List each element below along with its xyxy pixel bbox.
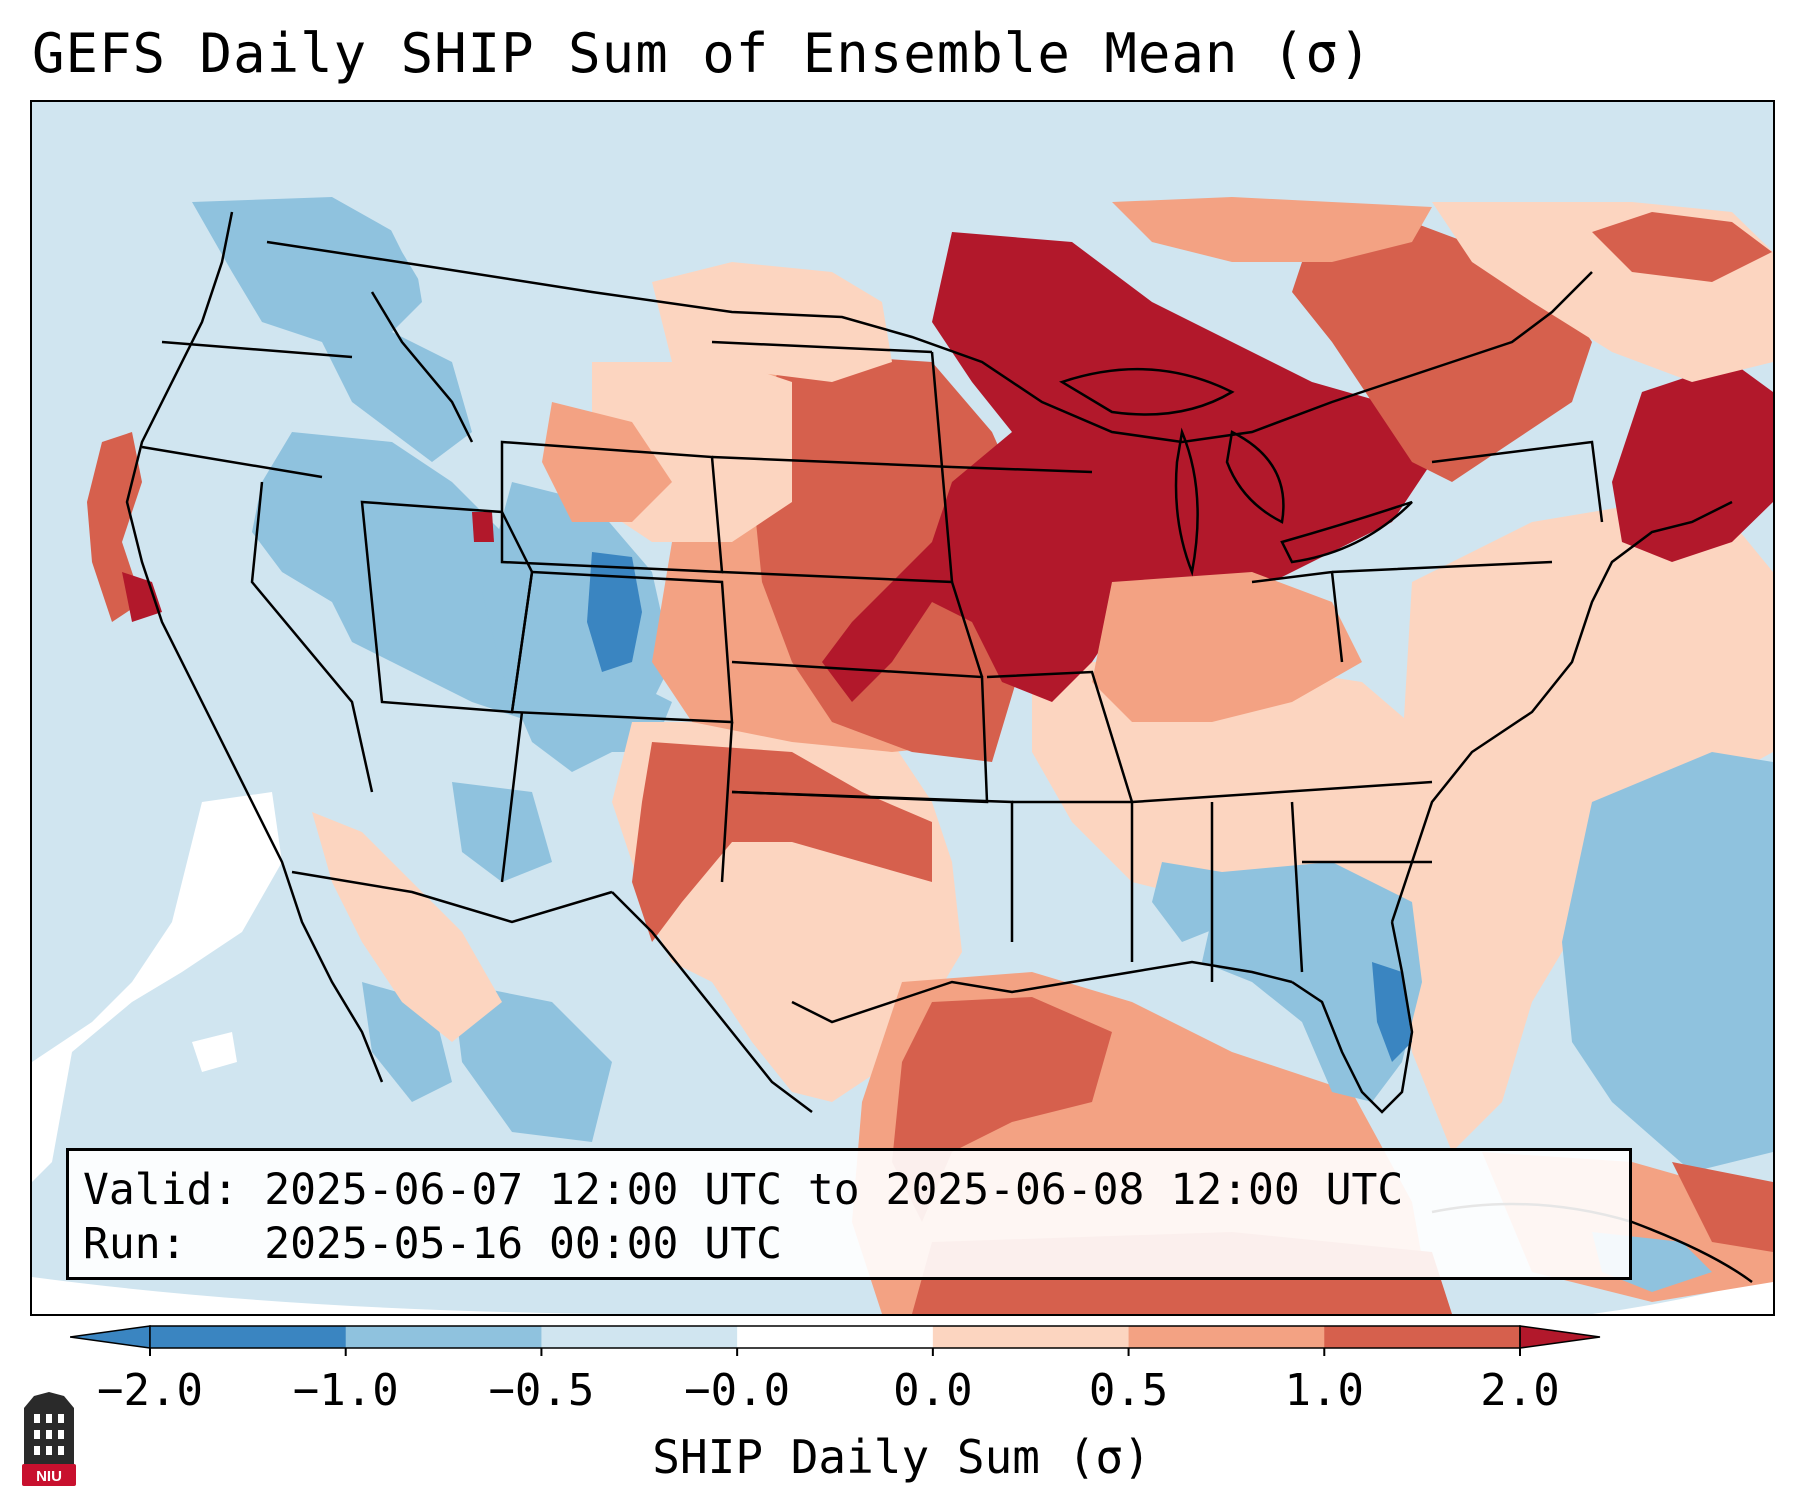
southeast-orange-region: [1032, 662, 1452, 922]
great-lakes-darkred-region: [822, 232, 1432, 702]
colorbar-outline: [149, 1325, 1521, 1349]
border-az-nm: [500, 711, 734, 883]
chart-title: GEFS Daily SHIP Sum of Ensemble Mean (σ): [32, 22, 1373, 85]
valid-value: 2025-06-07 12:00 UTC to 2025-06-08 12:00…: [264, 1165, 1404, 1215]
atlantic-coast: [1390, 500, 1733, 923]
canada-red-region: [1112, 197, 1432, 262]
florida-outline: [1291, 921, 1414, 1114]
quebec-red-patches: [1592, 212, 1772, 282]
northern-plains-orange: [652, 262, 892, 382]
colorbar-segment: [737, 1326, 934, 1348]
pacific-coast: [125, 211, 384, 1083]
border-tn-ky: [1131, 780, 1433, 804]
run-label: Run:: [83, 1219, 187, 1269]
colorbar-tick-label: −2.0: [97, 1365, 203, 1416]
border-ms-al: [1210, 801, 1304, 982]
domain-edge-right: [1592, 1277, 1773, 1314]
southwest-orange-region: [312, 812, 502, 1042]
run-value: 2025-05-16 00:00 UTC: [264, 1219, 782, 1269]
rockies-blue-region: [482, 482, 672, 772]
california-coast-darkred: [122, 572, 162, 622]
anomaly-map: [32, 102, 1773, 1314]
map-panel: [30, 100, 1775, 1316]
border-mo-il: [986, 670, 1134, 803]
border-oh-pa: [1251, 560, 1553, 663]
valid-run-info-box: Valid: 2025-06-07 12:00 UTC to 2025-06-0…: [66, 1148, 1632, 1280]
run-line: Run: 2025-05-16 00:00 UTC: [83, 1217, 1629, 1271]
border-nv-ca: [250, 481, 374, 793]
domain-edge-left: [32, 1277, 732, 1314]
niu-logo-text: NIU: [36, 1468, 62, 1485]
lake-superior: [1059, 367, 1235, 416]
valid-line: Valid: 2025-06-07 12:00 UTC to 2025-06-0…: [83, 1163, 1629, 1217]
colorbar-tick-label: −0.0: [684, 1365, 791, 1416]
new-england-darkred: [1612, 362, 1773, 562]
montana-blue-region: [372, 192, 692, 312]
montana-orange-patches: [542, 402, 672, 522]
lake-huron: [1225, 430, 1285, 524]
colorbar-tick-label: 1.0: [1284, 1365, 1365, 1416]
arizona-blue-patches: [452, 782, 552, 882]
gulf-coast: [791, 960, 1293, 1024]
niu-logo-banner: [22, 1464, 76, 1486]
atlantic-blue-region: [1562, 752, 1773, 1172]
colorbar-extend-low: [70, 1325, 151, 1349]
border-ut: [360, 500, 534, 714]
border-or-ca: [141, 445, 323, 479]
valid-label: Valid:: [83, 1165, 239, 1215]
georgia-florida-blue: [1202, 862, 1422, 1102]
ohio-valley-orange: [1092, 572, 1362, 722]
border-wa-or: [161, 340, 353, 359]
colorado-darkblue-region: [587, 552, 642, 672]
colorbar-extend-high: [1519, 1325, 1601, 1349]
border-id-mt: [370, 291, 474, 443]
border-mn-ia: [930, 351, 1093, 583]
colorbar-tick-label: 2.0: [1480, 1365, 1560, 1416]
lake-erie: [1280, 500, 1413, 564]
colorbar-segment: [150, 1326, 347, 1348]
central-plains-red: [752, 352, 1032, 762]
atlantic-orange-region: [1392, 502, 1773, 1152]
colorbar-tick-label: 0.0: [893, 1365, 973, 1416]
border-ny: [1431, 440, 1604, 523]
colorbar-tick-label: 0.5: [1088, 1365, 1169, 1416]
colorbar: [70, 1325, 1601, 1356]
pacific-white-patch: [32, 792, 282, 1182]
lake-michigan: [1174, 427, 1199, 577]
south-plains-red: [632, 742, 932, 942]
mexico-border: [291, 870, 613, 924]
mexico-blue-patches: [452, 982, 612, 1142]
state-borders: [125, 211, 1753, 1284]
border-sd-nd: [711, 340, 953, 469]
caribbean-red: [1672, 1162, 1773, 1252]
us-canada-border: [266, 240, 1593, 444]
colorbar-segment: [541, 1326, 738, 1348]
utah-darkred-spot: [472, 512, 494, 542]
gulf-red-region: [892, 997, 1112, 1222]
colorbar-label: SHIP Daily Sum (σ): [652, 1430, 1151, 1484]
colorbar-tick-label: −1.0: [292, 1365, 399, 1416]
colorbar-segment: [1324, 1326, 1521, 1348]
rio-grande: [611, 891, 813, 1113]
niu-logo: NIU: [22, 1392, 76, 1486]
colorbar-tick-label: −0.5: [488, 1365, 595, 1416]
pacific-white-patch-2: [192, 1032, 237, 1072]
florida-darkblue: [1372, 962, 1412, 1062]
colorbar-segment: [1128, 1326, 1325, 1348]
colorbar-segment: [932, 1326, 1130, 1348]
colorbar-segment: [345, 1326, 542, 1348]
